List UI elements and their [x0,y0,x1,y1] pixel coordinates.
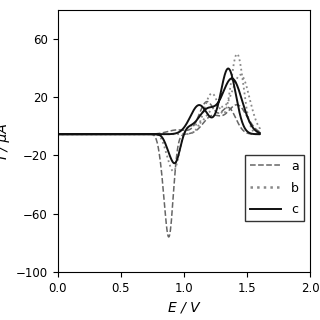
Y-axis label: I / μA: I / μA [0,123,10,159]
X-axis label: E / V: E / V [168,300,200,314]
Legend: a, b, c: a, b, c [245,155,304,221]
